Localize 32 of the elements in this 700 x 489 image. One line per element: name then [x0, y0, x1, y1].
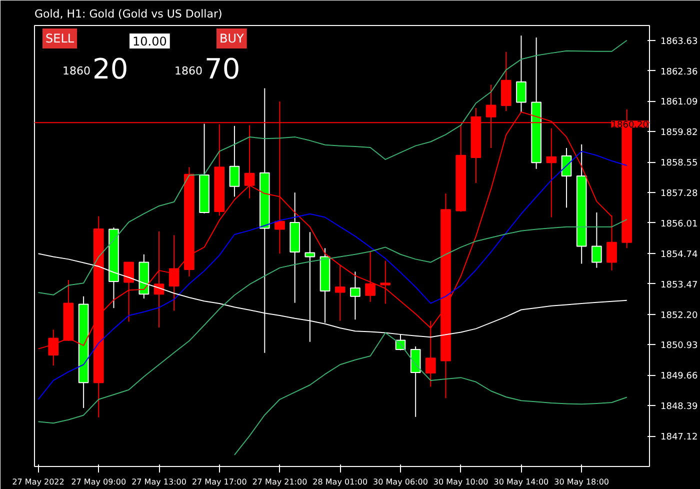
y-tick-label: 1852.20 [660, 310, 698, 321]
y-tick-label: 1853.47 [660, 280, 698, 290]
x-tick-label: 28 May 01:00 [312, 478, 368, 486]
y-tick-label: 1858.55 [660, 158, 698, 169]
y-tick-label: 1854.74 [660, 250, 698, 260]
x-tick-label: 30 May 10:00 [433, 478, 488, 486]
annotation: 20 [92, 52, 128, 86]
y-tick-label: 1847.12 [660, 432, 698, 443]
x-tick-label: 30 May 14:00 [494, 478, 549, 486]
y-tick-label: 1863.63 [660, 36, 698, 47]
y-tick-label: 1856.01 [660, 219, 698, 230]
x-tick-label: 27 May 17:00 [192, 478, 247, 486]
x-tick-label: 27 May 13:00 [132, 478, 186, 486]
x-tick-label: 27 May 21:00 [252, 478, 308, 486]
annotation: 1860 [174, 64, 202, 78]
chart-title: Gold, H1: Gold (Gold vs US Dollar) [34, 8, 222, 20]
x-tick-label: 30 May 06:00 [373, 478, 428, 486]
annotation: 10.00 [132, 34, 167, 48]
annotation: BUY [220, 32, 245, 46]
y-tick-label: 1848.39 [660, 402, 698, 412]
x-tick-label: 27 May 2022 [12, 478, 64, 486]
annotation: 1860 [62, 64, 90, 78]
y-tick-label: 1850.93 [660, 341, 698, 352]
y-tick-label: 1849.66 [660, 372, 698, 382]
y-tick-label: 1859.82 [660, 128, 698, 138]
annotation: 70 [204, 52, 240, 86]
annotation: SELL [46, 32, 74, 46]
x-tick-label: 27 May 09:00 [71, 478, 126, 486]
y-tick-label: 1861.09 [660, 98, 698, 108]
y-tick-label: 1862.36 [660, 67, 698, 78]
y-tick-label: 1857.28 [660, 189, 698, 200]
x-tick-label: 30 May 18:00 [554, 478, 610, 486]
